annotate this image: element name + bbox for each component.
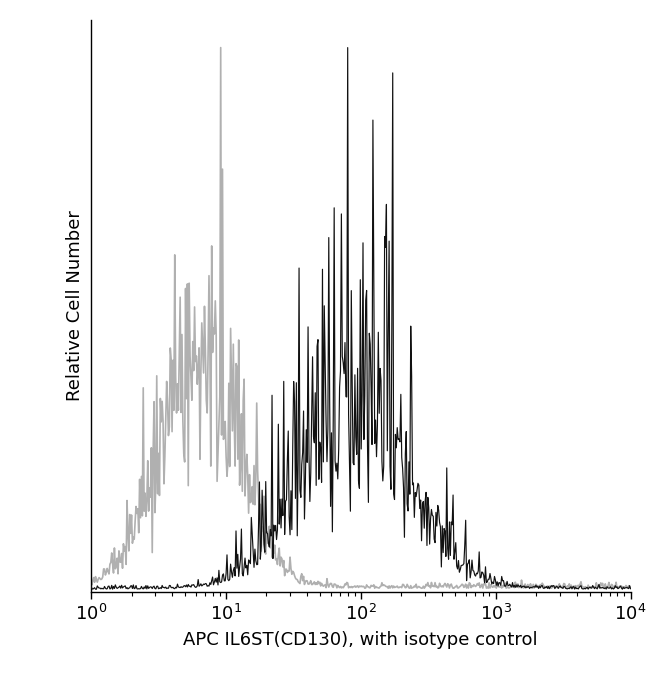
X-axis label: APC IL6ST(CD130), with isotype control: APC IL6ST(CD130), with isotype control (183, 631, 538, 649)
Y-axis label: Relative Cell Number: Relative Cell Number (66, 211, 84, 401)
